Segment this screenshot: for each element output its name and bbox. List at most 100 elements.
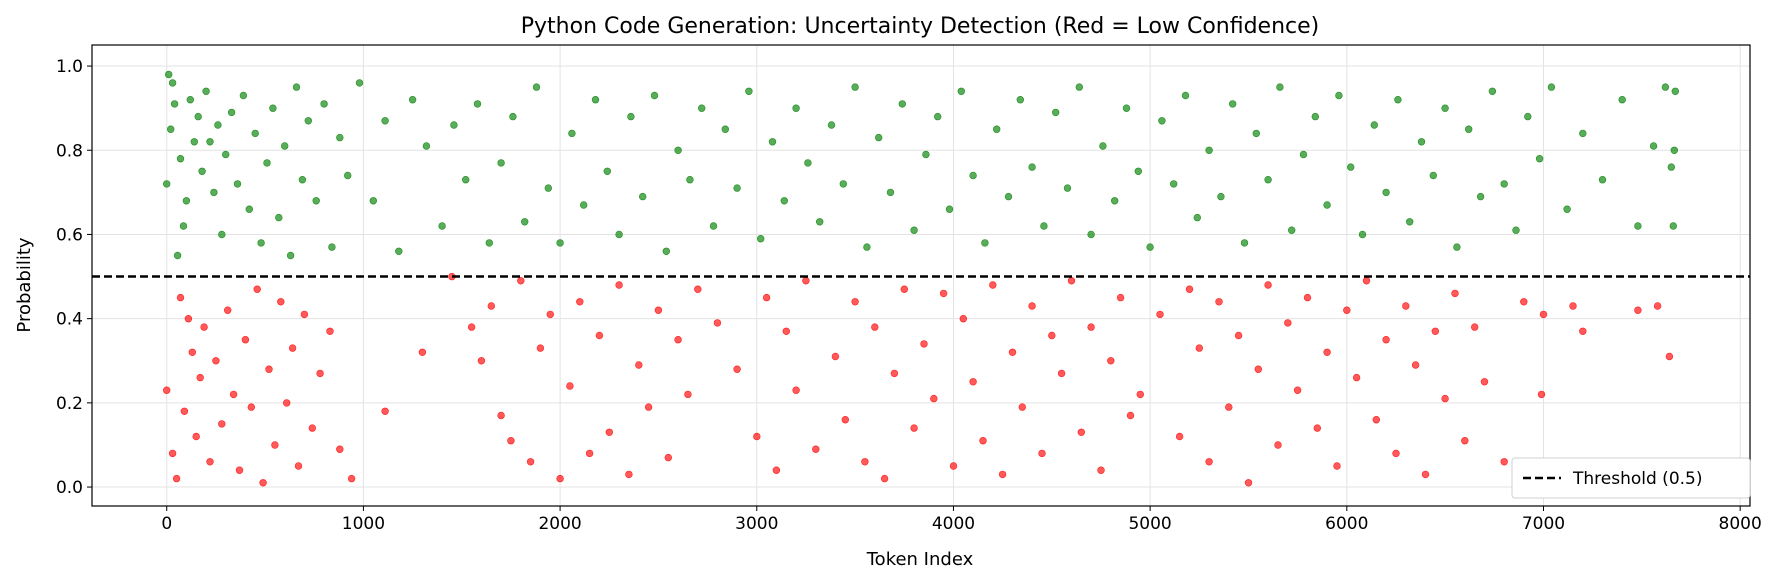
grid — [92, 45, 1750, 506]
point-s1-40 — [517, 277, 525, 285]
point-s0-48 — [485, 239, 493, 247]
point-s1-105 — [1215, 298, 1223, 306]
point-s1-4 — [180, 407, 189, 415]
point-s1-68 — [831, 352, 840, 361]
point-s0-40 — [381, 117, 389, 125]
point-s1-120 — [1362, 277, 1371, 285]
point-s0-82 — [886, 188, 895, 197]
point-s1-137 — [1569, 302, 1577, 310]
point-s0-144 — [1649, 142, 1658, 150]
point-s0-55 — [568, 129, 576, 138]
point-s1-70 — [851, 298, 859, 306]
point-s0-52 — [532, 83, 541, 91]
legend-entry-threshold: Threshold (0.5) — [1572, 469, 1702, 489]
point-s1-44 — [556, 474, 564, 483]
point-s0-60 — [627, 112, 635, 121]
point-s1-103 — [1195, 344, 1204, 352]
point-s1-42 — [536, 344, 545, 352]
point-s0-31 — [298, 176, 307, 184]
point-s0-116 — [1287, 226, 1296, 234]
point-s1-110 — [1264, 281, 1272, 289]
point-s0-53 — [544, 184, 552, 192]
point-s0-77 — [827, 121, 836, 129]
point-s0-132 — [1476, 192, 1485, 201]
y-tick-label-4: 0.8 — [56, 141, 83, 161]
point-s0-95 — [1040, 222, 1048, 230]
point-s1-12 — [218, 420, 226, 428]
point-s0-102 — [1122, 104, 1131, 112]
point-s1-130 — [1461, 437, 1469, 445]
point-s1-24 — [288, 344, 297, 352]
point-s0-13 — [202, 87, 210, 96]
point-s0-56 — [579, 201, 588, 209]
point-s1-8 — [196, 373, 204, 382]
point-s1-17 — [247, 403, 256, 411]
point-s1-45 — [566, 382, 574, 390]
point-s0-68 — [721, 125, 729, 133]
point-s1-22 — [277, 298, 285, 306]
point-s0-22 — [245, 205, 254, 213]
point-s0-75 — [804, 159, 812, 167]
point-s0-18 — [222, 150, 230, 159]
axes: 0 1000 2000 3000 4000 5000 6000 7000 8000 0.0 0.2 0… — [56, 44, 1762, 534]
point-s1-133 — [1500, 458, 1508, 466]
point-s0-131 — [1464, 125, 1473, 133]
point-s0-129 — [1441, 104, 1449, 112]
point-s1-14 — [229, 390, 238, 399]
point-s1-122 — [1382, 336, 1390, 344]
point-s1-35 — [467, 323, 476, 331]
y-axis-label: Probability — [14, 237, 35, 332]
point-s1-95 — [1097, 466, 1105, 474]
point-s1-64 — [782, 327, 790, 335]
point-s0-27 — [275, 213, 283, 222]
point-s0-63 — [662, 247, 670, 256]
point-s1-67 — [812, 445, 820, 453]
point-s0-90 — [981, 239, 989, 247]
point-s0-119 — [1323, 201, 1331, 209]
point-s0-62 — [650, 91, 659, 100]
point-s0-127 — [1417, 138, 1426, 146]
point-s0-44 — [438, 222, 446, 230]
point-s0-59 — [615, 230, 623, 239]
point-s0-7 — [179, 222, 188, 230]
point-s1-98 — [1126, 411, 1135, 420]
y-tick-label-1: 0.2 — [56, 394, 83, 414]
point-s1-113 — [1293, 386, 1302, 394]
point-s1-1 — [168, 449, 177, 458]
point-s0-10 — [190, 138, 199, 146]
point-s0-137 — [1535, 155, 1544, 163]
point-s1-61 — [753, 432, 761, 441]
point-s0-15 — [210, 188, 218, 197]
point-s0-11 — [194, 112, 202, 121]
point-s0-96 — [1051, 108, 1060, 117]
point-s0-110 — [1217, 192, 1225, 201]
point-s1-43 — [546, 310, 554, 319]
point-s0-126 — [1405, 218, 1414, 226]
point-s0-72 — [768, 138, 777, 146]
point-s1-78 — [930, 394, 938, 403]
point-s0-128 — [1429, 171, 1438, 180]
point-s1-52 — [635, 361, 643, 369]
point-s0-67 — [709, 222, 718, 230]
x-tick-label-8: 8000 — [1719, 514, 1762, 534]
point-s1-129 — [1451, 289, 1459, 298]
point-s0-140 — [1579, 129, 1587, 138]
point-s1-19 — [259, 479, 267, 487]
point-s1-7 — [192, 432, 200, 441]
point-s0-83 — [898, 100, 906, 108]
point-s0-88 — [957, 87, 965, 96]
point-s0-91 — [992, 125, 1001, 133]
point-s1-2 — [172, 474, 181, 483]
point-s0-87 — [945, 205, 954, 213]
point-s1-74 — [890, 369, 899, 378]
point-s0-139 — [1563, 205, 1571, 213]
point-s0-109 — [1205, 146, 1213, 155]
point-s1-118 — [1343, 306, 1351, 314]
point-s1-53 — [644, 403, 653, 411]
point-s0-30 — [292, 83, 301, 91]
point-s1-5 — [184, 315, 193, 323]
point-s1-134 — [1520, 298, 1528, 306]
point-s1-123 — [1392, 449, 1400, 458]
point-s1-91 — [1057, 369, 1066, 378]
point-s0-76 — [815, 218, 824, 226]
